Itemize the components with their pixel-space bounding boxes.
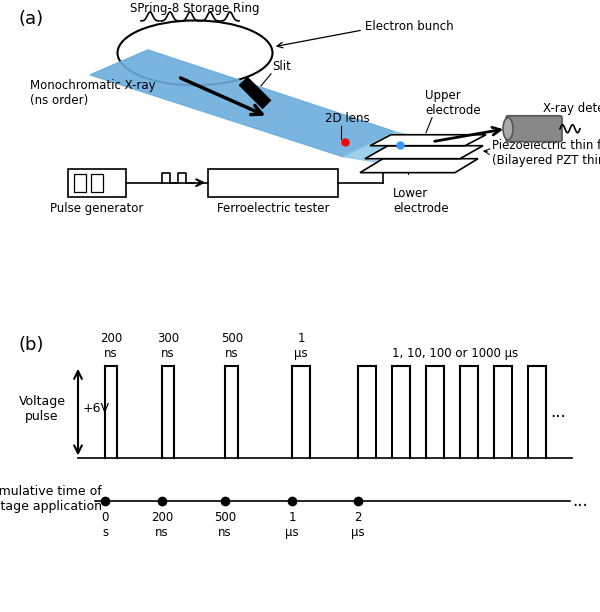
FancyBboxPatch shape [506, 116, 562, 142]
Text: 2
μs: 2 μs [351, 511, 365, 539]
Text: (b): (b) [18, 336, 44, 354]
Text: (a): (a) [18, 10, 43, 28]
Text: 1, 10, 100 or 1000 μs: 1, 10, 100 or 1000 μs [392, 347, 518, 360]
FancyBboxPatch shape [91, 174, 103, 192]
Text: Lower
electrode: Lower electrode [393, 187, 449, 215]
Polygon shape [370, 135, 486, 146]
Text: 1
μs: 1 μs [285, 511, 299, 539]
Text: 500
ns: 500 ns [214, 511, 236, 539]
Text: 2D lens: 2D lens [325, 112, 370, 125]
Text: 200
ns: 200 ns [151, 511, 173, 539]
Polygon shape [365, 146, 483, 159]
Polygon shape [90, 50, 395, 157]
Text: Monochromatic X-ray
(ns order): Monochromatic X-ray (ns order) [30, 79, 155, 107]
Text: 0
s: 0 s [101, 511, 109, 539]
Text: 300
ns: 300 ns [157, 332, 179, 360]
Text: ...: ... [572, 492, 588, 510]
Polygon shape [360, 159, 478, 173]
Text: +6V: +6V [83, 402, 110, 415]
FancyBboxPatch shape [208, 169, 338, 196]
Text: Voltage
pulse: Voltage pulse [19, 395, 65, 423]
Text: ...: ... [550, 403, 566, 421]
Text: Piezoelectric thin film
(Bilayered PZT thin film): Piezoelectric thin film (Bilayered PZT t… [492, 139, 600, 166]
Text: X-ray detector: X-ray detector [543, 102, 600, 115]
FancyBboxPatch shape [68, 169, 126, 196]
Text: 1
μs: 1 μs [294, 332, 308, 360]
Ellipse shape [503, 118, 513, 140]
Text: Upper
electrode: Upper electrode [425, 89, 481, 117]
Text: Electron bunch: Electron bunch [365, 20, 454, 34]
Text: Cumulative time of
voltage application: Cumulative time of voltage application [0, 485, 102, 513]
Text: SPring-8 Storage Ring: SPring-8 Storage Ring [130, 2, 260, 15]
Text: 500
ns: 500 ns [221, 332, 243, 360]
Text: Pulse generator: Pulse generator [50, 201, 143, 215]
FancyBboxPatch shape [74, 174, 86, 192]
Text: Slit: Slit [272, 60, 291, 73]
Text: 200
ns: 200 ns [100, 332, 122, 360]
Text: Ferroelectric tester: Ferroelectric tester [217, 201, 329, 215]
Polygon shape [343, 132, 435, 165]
